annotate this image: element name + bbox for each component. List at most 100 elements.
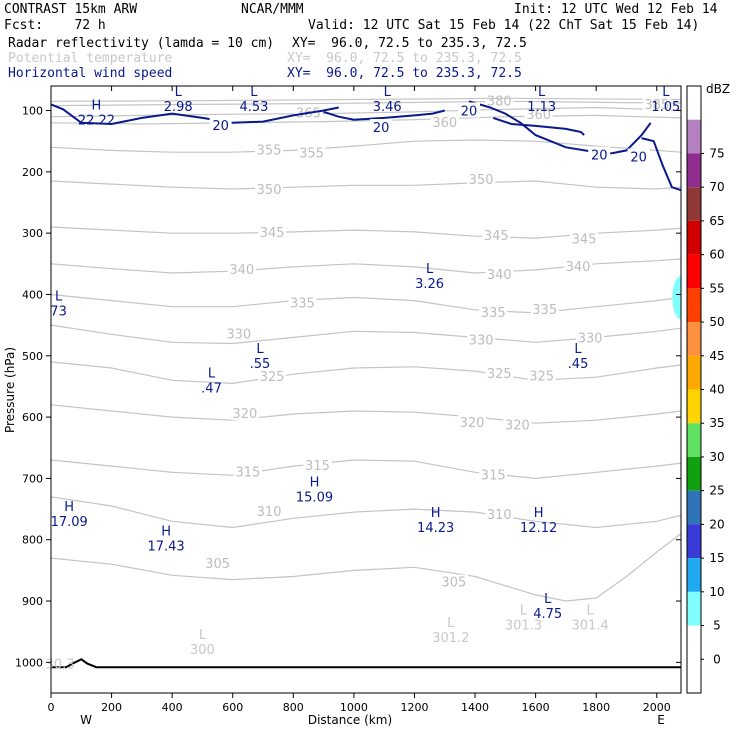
colorbar-level-label: 20 — [709, 517, 724, 531]
extremum-value: 300 — [190, 643, 215, 658]
theta-contour-315 — [51, 459, 681, 480]
theta-label-340: 340 — [487, 268, 512, 283]
extremum-value: 15.09 — [296, 491, 333, 506]
x-tick-label: 0 — [48, 701, 55, 714]
theta-label-335: 335 — [532, 303, 557, 318]
theta-label-bg — [255, 504, 284, 519]
extremum-value: 1.05 — [651, 100, 680, 115]
theta-label-bg — [458, 415, 487, 430]
extremum-value: 301.3 — [505, 619, 542, 634]
extremum-kind-L: L — [256, 342, 264, 357]
extremum-kind-L: L — [538, 85, 546, 100]
theta-label-350: 350 — [257, 183, 282, 198]
extremum-kind-L: L — [250, 85, 258, 100]
theta-label-335: 335 — [290, 297, 315, 312]
terrain-surface — [51, 658, 681, 669]
extremum-value: .47 — [201, 381, 222, 396]
theta-label-bg — [485, 93, 514, 108]
wind-label-20: 20 — [630, 151, 647, 166]
colorbar-level-label: 10 — [709, 585, 724, 599]
wind-contour-20-3 — [492, 116, 585, 136]
colorbar-segment — [687, 456, 701, 491]
x-tick-label: 400 — [162, 701, 183, 714]
extremum-value: 14.23 — [417, 521, 454, 536]
colorbar-level-label: 15 — [709, 551, 724, 565]
theta-label-bg — [255, 142, 284, 157]
x-tick-label: 600 — [222, 701, 243, 714]
theta-label-315: 315 — [481, 468, 506, 483]
wind-label-20: 20 — [461, 105, 478, 120]
reflectivity-layer — [672, 276, 681, 319]
x-axis-label: Distance (km) — [308, 713, 392, 727]
theta-contour-340 — [51, 258, 681, 274]
colorbar-level-label: 35 — [709, 416, 724, 430]
extremum-kind-L: L — [426, 262, 434, 277]
y-tick-label: 300 — [22, 227, 43, 240]
theta-label-320: 320 — [460, 416, 485, 431]
wind-label-bg — [370, 119, 393, 135]
theta-label-bg — [482, 228, 511, 243]
theta-label-330: 330 — [578, 332, 603, 347]
theta-contour-380 — [51, 100, 681, 107]
theta-label-bg — [570, 231, 599, 246]
theta-label-335: 335 — [481, 306, 506, 321]
theta-label-305: 305 — [441, 576, 466, 591]
colorbar-segment — [687, 119, 701, 154]
x-tick-label: 2000 — [643, 701, 671, 714]
extremum-kind-L: L — [574, 342, 582, 357]
theta-label-325: 325 — [260, 370, 285, 385]
theta-contour-320 — [51, 404, 681, 424]
theta-label-bg — [233, 464, 262, 479]
theta-label-bg — [479, 304, 508, 319]
y-tick-label: 800 — [22, 534, 43, 547]
x-tick-label: 800 — [283, 701, 304, 714]
theta-label-bg — [503, 417, 532, 432]
valid-time: Valid: 12 UTC Sat 15 Feb 14 (22 ChT Sat … — [308, 18, 700, 33]
theta-label-320: 320 — [232, 407, 257, 422]
theta-contour-350 — [51, 180, 681, 190]
extremum-kind-H: H — [310, 476, 320, 491]
extremum-value: 3.46 — [373, 100, 402, 115]
wind-contour-20-1 — [323, 109, 446, 121]
theta-label-bg — [203, 556, 232, 571]
extremum-value: 2.98 — [164, 100, 193, 115]
theta-label-bg — [288, 295, 317, 310]
colorbar-level-label: 45 — [709, 349, 724, 363]
colorbar-level-label: 0 — [713, 652, 721, 666]
theta-label-360: 360 — [432, 116, 457, 131]
x-tick-label: 1600 — [522, 701, 550, 714]
theta-contour-325 — [51, 361, 681, 385]
extremum-value: 17.09 — [51, 515, 88, 530]
theta-label-bg — [642, 97, 671, 112]
wind-contour-20-4 — [641, 137, 681, 192]
theta-label-bg — [255, 182, 284, 197]
colorbar-level-label: 5 — [713, 619, 721, 633]
y-tick-label: 500 — [22, 350, 43, 363]
extremum-value: 3.26 — [415, 277, 444, 292]
theta-label-bg — [576, 330, 605, 345]
x-tick-label: 1200 — [400, 701, 428, 714]
init-time: Init: 12 UTC Wed 12 Feb 14 — [514, 2, 718, 17]
colorbar: 0 5 10 15 20 25 30 35 40 45 50 55 60 65 70 75 — [686, 85, 725, 694]
theta-contour-310 — [51, 496, 681, 529]
colorbar-segment — [687, 524, 701, 559]
theta-label-bg — [258, 225, 287, 240]
extremum-kind-L: L — [587, 604, 595, 619]
y-tick-label: 100 — [22, 105, 43, 118]
colorbar-segment — [687, 86, 701, 120]
extremum-kind-L: L — [55, 290, 63, 305]
x-tick-label: 200 — [101, 701, 122, 714]
x-tick-label: 1400 — [461, 701, 489, 714]
theta-contour-360 — [51, 114, 681, 125]
theta-label-bg — [485, 266, 514, 281]
theta-label-355: 355 — [299, 146, 324, 161]
colorbar-segment — [687, 254, 701, 289]
extremum-kind-H: H — [64, 500, 74, 515]
colorbar-segment — [687, 355, 701, 390]
extremum-value: 30.3 — [46, 657, 75, 672]
colorbar-segment — [687, 220, 701, 255]
theta-label-bg — [524, 106, 553, 121]
field-theta-xy: XY= 96.0, 72.5 to 235.3, 72.5 — [287, 51, 522, 66]
axes: 0 200 400 600 800 1000 1200 1400 1600 1800 2000 100… — [15, 86, 681, 714]
theta-label-bg — [527, 368, 556, 383]
